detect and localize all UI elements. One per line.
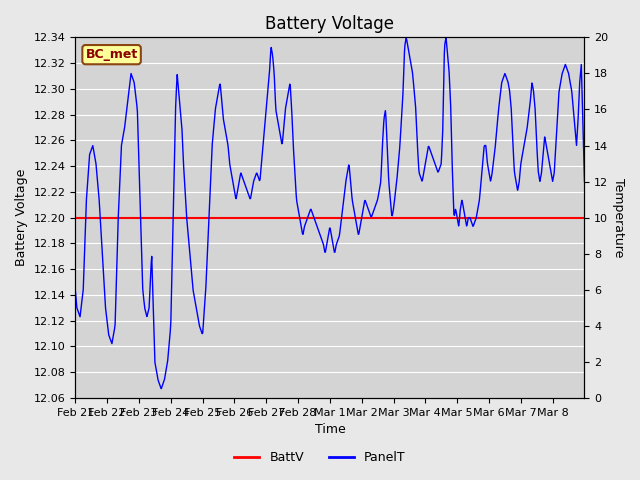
X-axis label: Time: Time bbox=[314, 423, 345, 436]
Legend: BattV, PanelT: BattV, PanelT bbox=[229, 446, 411, 469]
Y-axis label: Temperature: Temperature bbox=[612, 178, 625, 257]
Title: Battery Voltage: Battery Voltage bbox=[266, 15, 394, 33]
Text: BC_met: BC_met bbox=[86, 48, 138, 61]
Y-axis label: Battery Voltage: Battery Voltage bbox=[15, 169, 28, 266]
